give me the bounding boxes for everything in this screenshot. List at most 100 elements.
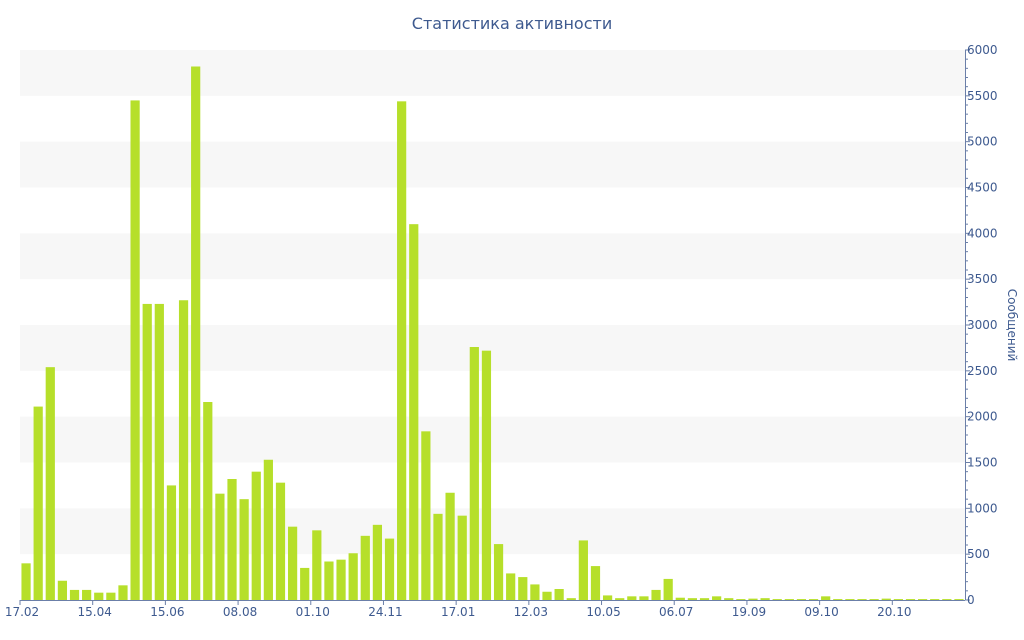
- bar: [275, 482, 286, 600]
- axes: [19, 49, 970, 605]
- bar: [312, 530, 322, 600]
- bar: [663, 578, 673, 600]
- y-tick-label: 6000: [967, 43, 998, 57]
- grid-band: [20, 325, 965, 371]
- bar: [69, 589, 80, 600]
- bar: [930, 599, 940, 600]
- bar: [360, 535, 370, 600]
- y-tick-labels: 0 500 1000 1500 2000 2500 3000 3500 4000 4500 5000…: [967, 43, 998, 607]
- grid-bands: [20, 50, 965, 555]
- bar: [154, 303, 164, 600]
- x-tick-label: 17.02: [5, 605, 39, 619]
- y-tick-label: 2000: [967, 410, 998, 424]
- bar: [881, 598, 891, 601]
- bar: [833, 599, 843, 600]
- bar: [457, 515, 467, 600]
- bar: [748, 598, 758, 601]
- bar: [178, 300, 189, 600]
- grid-band: [20, 50, 965, 96]
- bar: [372, 524, 383, 600]
- y-tick-label: 500: [967, 547, 990, 561]
- bar: [106, 592, 116, 600]
- bar: [602, 595, 613, 600]
- bar: [21, 563, 31, 600]
- bar: [94, 592, 104, 600]
- bar: [227, 479, 237, 600]
- bar: [336, 559, 346, 600]
- bar: [615, 598, 625, 600]
- y-tick-label: 3500: [967, 272, 998, 286]
- bar: [590, 566, 601, 600]
- bar: [760, 598, 770, 600]
- bar: [191, 66, 201, 600]
- bar: [869, 599, 879, 600]
- y-tick-label: 3000: [967, 318, 998, 332]
- x-tick-labels: 17.02 15.04 15.06 08.08 01.10 24.11 17.01 12.03…: [5, 605, 912, 619]
- bar: [130, 100, 140, 601]
- y-tick-label: 1000: [967, 501, 998, 515]
- grid-band: [20, 141, 965, 188]
- bar: [772, 599, 782, 600]
- bar: [433, 513, 443, 600]
- bar: [215, 493, 225, 600]
- x-tick-label: 19.09: [732, 605, 766, 619]
- bar: [518, 577, 528, 600]
- grid-band: [20, 416, 965, 463]
- bar: [397, 101, 407, 600]
- bar: [166, 485, 177, 600]
- bar: [808, 599, 819, 600]
- bar: [421, 431, 431, 600]
- bar: [554, 589, 564, 600]
- bar: [675, 597, 685, 600]
- bar: [917, 599, 928, 600]
- bar: [57, 580, 68, 600]
- bar: [942, 599, 952, 600]
- x-tick-label: 08.08: [223, 605, 257, 619]
- grid-band: [20, 508, 965, 555]
- bar: [506, 573, 516, 600]
- x-tick-label: 24.11: [368, 605, 402, 619]
- y-tick-label: 5000: [967, 135, 998, 149]
- x-tick-label: 12.03: [514, 605, 548, 619]
- grid-band: [20, 233, 965, 280]
- bar: [905, 599, 916, 600]
- bar: [845, 599, 855, 600]
- bar: [639, 596, 649, 600]
- x-tick-label: 15.04: [78, 605, 112, 619]
- x-tick-label: 17.01: [441, 605, 475, 619]
- bar: [651, 589, 661, 600]
- bar: [239, 499, 249, 600]
- y-tick-label: 4000: [967, 226, 998, 240]
- bar: [712, 596, 722, 600]
- bar: [627, 596, 637, 600]
- y-tick-label: 5500: [967, 89, 998, 103]
- bar: [384, 538, 395, 600]
- chart-title: Статистика активности: [411, 14, 613, 33]
- bar: [578, 540, 588, 600]
- bar: [263, 459, 273, 600]
- bar: [45, 367, 55, 600]
- bar: [300, 567, 310, 600]
- bar: [287, 526, 298, 600]
- bar: [954, 599, 964, 600]
- bar: [736, 599, 746, 600]
- bar: [566, 598, 576, 600]
- bar: [324, 561, 334, 600]
- bar: [251, 471, 261, 600]
- bar: [118, 585, 128, 600]
- x-tick-label: 01.10: [296, 605, 330, 619]
- bar: [542, 591, 552, 600]
- y-tick-label: 2500: [967, 364, 998, 378]
- bar-series: [21, 66, 964, 601]
- bar: [82, 589, 92, 600]
- x-tick-label: 20.10: [877, 605, 911, 619]
- y-tick-label: 0: [967, 593, 975, 607]
- bar: [481, 350, 492, 600]
- bar: [142, 303, 152, 600]
- bar: [699, 598, 710, 600]
- bar: [348, 553, 358, 600]
- y-tick-label: 1500: [967, 456, 998, 470]
- bar: [33, 406, 43, 600]
- bar: [796, 599, 807, 600]
